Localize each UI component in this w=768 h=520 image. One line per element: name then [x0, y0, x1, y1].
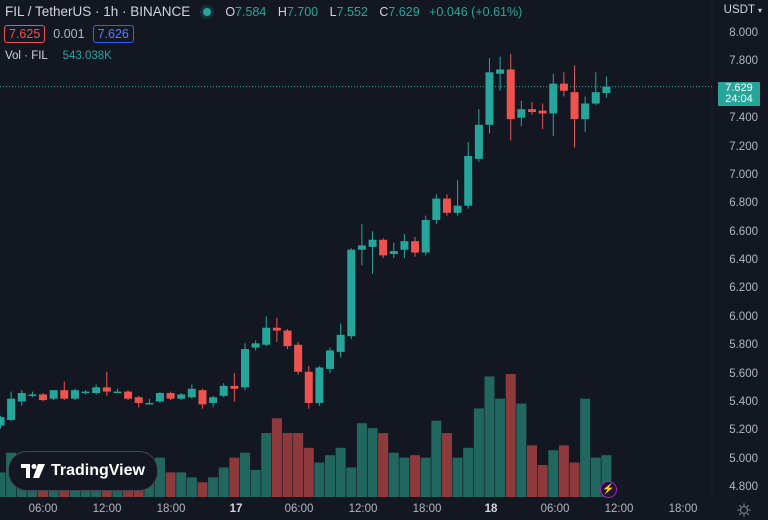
open-value: 7.584	[235, 4, 267, 19]
volume-label[interactable]: Vol · FIL	[5, 50, 48, 62]
price-tick: 5.200	[729, 424, 758, 437]
close-value: 7.629	[388, 4, 420, 19]
time-tick: 18:00	[156, 503, 186, 515]
time-tick: 06:00	[284, 503, 314, 515]
symbol-title[interactable]: FIL / TetherUS · 1h · BINANCE	[5, 4, 191, 19]
logo-text: TradingView	[51, 462, 145, 479]
time-tick: 06:00	[540, 503, 570, 515]
price-tick: 6.000	[729, 310, 758, 323]
price-tick: 5.600	[729, 367, 758, 380]
time-tick: 12:00	[604, 503, 634, 515]
price-tick: 8.000	[729, 27, 758, 39]
low-label: L	[329, 4, 337, 19]
time-tick: 12:00	[92, 503, 122, 515]
tradingview-logo[interactable]: TradingView	[8, 451, 158, 491]
price-tick: 5.400	[729, 395, 758, 408]
last-price-label: 7.629 24:04	[718, 82, 760, 106]
close-label: C	[379, 4, 389, 19]
market-status-dot-icon	[203, 7, 212, 16]
symbol-header: FIL / TetherUS · 1h · BINANCE O7.584 H7.…	[5, 4, 522, 19]
time-tick: 17	[229, 503, 243, 515]
price-tick: 5.800	[729, 339, 758, 352]
price-tick: 7.800	[729, 55, 758, 68]
price-tick: 6.600	[729, 225, 758, 238]
high-value: 7.700	[286, 4, 319, 19]
currency-selector[interactable]: USDT ▾	[724, 4, 762, 16]
currency-label: USDT	[723, 4, 755, 16]
buy-price-button[interactable]: 7.626	[92, 25, 134, 43]
low-value: 7.552	[336, 4, 368, 19]
ohlc-values: O7.584 H7.700 L7.552 C7.629 +0.046 (+0.6…	[225, 5, 522, 19]
change-value: +0.046 (+0.61%)	[429, 4, 523, 19]
chevron-down-icon: ▾	[757, 6, 762, 15]
tradingview-mark-icon	[21, 464, 46, 478]
time-tick: 18:00	[668, 503, 698, 515]
volume-value: 543.038K	[62, 50, 112, 62]
price-tick: 5.000	[729, 452, 758, 465]
price-tick: 7.400	[729, 112, 758, 125]
time-tick: 06:00	[28, 503, 58, 515]
price-tick: 7.000	[729, 168, 758, 181]
price-tick: 6.800	[729, 197, 758, 210]
spread-value: 0.001	[53, 27, 85, 41]
lightning-icon[interactable]: ⚡	[600, 481, 617, 498]
volume-legend: Vol · FIL 543.038K	[5, 50, 112, 62]
open-label: O	[225, 4, 236, 19]
price-tick: 7.200	[729, 140, 758, 153]
price-tick: 6.400	[729, 254, 758, 267]
price-tick: 6.200	[729, 282, 758, 295]
bid-ask-row: 7.625 0.001 7.626	[4, 25, 134, 43]
high-label: H	[277, 4, 287, 19]
bar-countdown: 24:04	[725, 93, 753, 105]
price-tick: 4.800	[729, 481, 758, 494]
time-tick: 12:00	[348, 503, 378, 515]
last-price-value: 7.629	[725, 82, 753, 94]
sell-price-button[interactable]: 7.625	[4, 25, 46, 43]
candlesticks	[0, 53, 611, 429]
settings-gear-icon[interactable]	[737, 503, 751, 517]
time-tick: 18	[484, 503, 498, 515]
time-tick: 18:00	[412, 503, 442, 515]
